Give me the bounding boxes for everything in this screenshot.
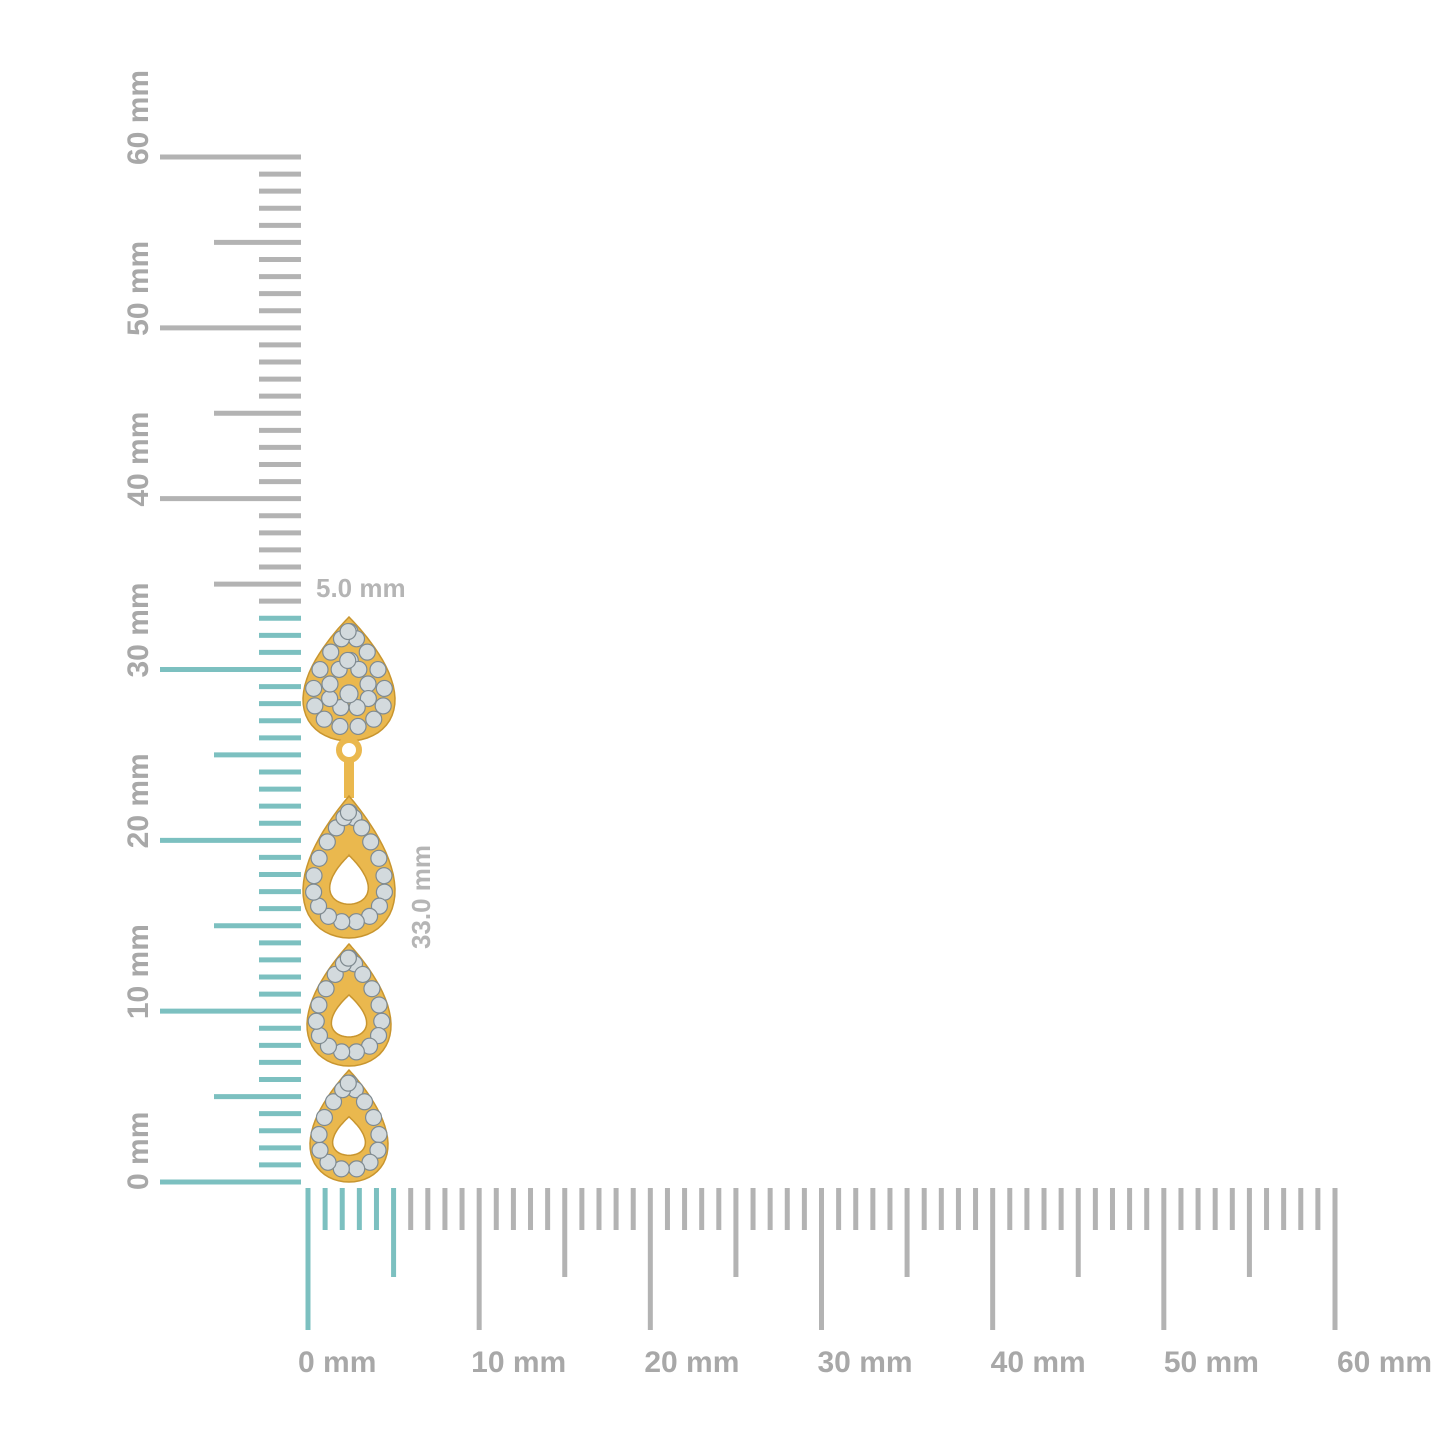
stone — [311, 660, 329, 679]
stone — [347, 913, 365, 931]
stone — [347, 1043, 365, 1061]
stone — [304, 883, 323, 901]
stone — [349, 717, 367, 736]
stone — [321, 689, 339, 708]
stone — [310, 1026, 329, 1045]
stone — [369, 1141, 387, 1159]
v-ruler-label: 0 mm — [122, 1112, 155, 1190]
width-label: 5.0 mm — [316, 573, 406, 603]
h-ruler-label: 60 mm — [1337, 1346, 1432, 1379]
stone — [332, 698, 350, 717]
stone — [350, 660, 368, 679]
h-ruler-label: 20 mm — [644, 1346, 739, 1379]
h-ruler-label: 10 mm — [471, 1346, 566, 1379]
stone — [315, 710, 333, 728]
stone — [310, 996, 328, 1014]
stone — [358, 643, 376, 661]
stone — [339, 1074, 357, 1092]
v-ruler-label: 20 mm — [122, 753, 155, 848]
stone — [310, 1125, 328, 1144]
stone — [359, 689, 377, 708]
stone — [375, 867, 393, 885]
stone — [318, 833, 336, 851]
v-ruler-label: 30 mm — [122, 582, 155, 677]
stone — [373, 1012, 391, 1030]
stone — [353, 819, 371, 837]
stone — [322, 643, 340, 661]
link — [344, 758, 354, 798]
stone — [375, 679, 393, 698]
v-ruler-label: 50 mm — [122, 241, 155, 336]
stone — [369, 660, 387, 679]
v-ruler-label: 60 mm — [122, 70, 155, 165]
stone — [305, 679, 323, 698]
stone — [363, 980, 381, 998]
stone — [355, 1093, 374, 1111]
v-ruler-label: 10 mm — [122, 924, 155, 1019]
stone — [370, 996, 388, 1014]
stone — [364, 1108, 383, 1127]
stone — [339, 949, 357, 967]
stone — [339, 803, 358, 821]
stone — [319, 1153, 337, 1171]
stone — [317, 980, 335, 998]
stone — [370, 1125, 388, 1144]
stone — [374, 697, 392, 715]
stone — [365, 710, 383, 728]
length-label: 33.0 mm — [406, 845, 436, 949]
stone — [331, 717, 349, 736]
rulers: 0 mm 10 mm 20 mm 30 mm 40 mm 50 mm 60 mm 0 mm 10… — [122, 70, 1432, 1379]
stone — [359, 675, 377, 693]
stone — [354, 965, 372, 984]
stone — [305, 867, 323, 885]
earring — [302, 615, 396, 1183]
stone — [339, 651, 357, 670]
v-ruler-label: 40 mm — [122, 412, 155, 507]
stone — [307, 1012, 325, 1030]
stone — [348, 1160, 366, 1178]
stone — [362, 833, 380, 851]
stone — [315, 1108, 334, 1127]
h-ruler-label: 30 mm — [818, 1346, 913, 1379]
stone — [370, 849, 388, 867]
stone — [306, 697, 324, 715]
stone — [311, 1141, 329, 1159]
stone — [310, 849, 328, 867]
h-ruler-label: 40 mm — [991, 1346, 1086, 1379]
stone — [339, 622, 357, 641]
stone — [321, 675, 339, 693]
stone — [324, 1093, 343, 1111]
h-ruler-label: 0 mm — [298, 1346, 376, 1379]
stone — [339, 684, 359, 704]
h-ruler-label: 50 mm — [1164, 1346, 1259, 1379]
